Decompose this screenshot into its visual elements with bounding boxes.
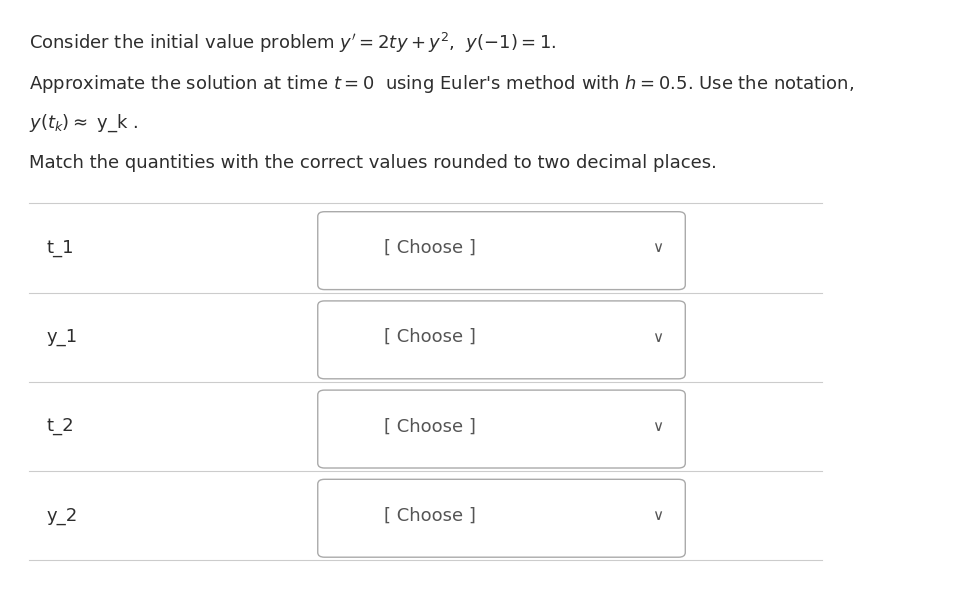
Text: Match the quantities with the correct values rounded to two decimal places.: Match the quantities with the correct va… (30, 154, 718, 172)
Text: ∨: ∨ (652, 508, 663, 523)
Text: ∨: ∨ (652, 330, 663, 345)
Text: [ Choose ]: [ Choose ] (384, 417, 476, 435)
FancyBboxPatch shape (318, 390, 685, 468)
Text: ∨: ∨ (652, 241, 663, 256)
Text: Approximate the solution at time $t = 0$  using Euler's method with $h = 0.5$. U: Approximate the solution at time $t = 0$… (30, 72, 855, 95)
Text: t_1: t_1 (46, 239, 74, 257)
Text: y_2: y_2 (46, 507, 78, 525)
Text: $y(t_k) \approx$ y_k .: $y(t_k) \approx$ y_k . (30, 112, 139, 134)
Text: t_2: t_2 (46, 417, 74, 435)
FancyBboxPatch shape (318, 212, 685, 289)
Text: [ Choose ]: [ Choose ] (384, 328, 476, 346)
Text: Consider the initial value problem $y' = 2ty + y^2$,  $y(-1) = 1$.: Consider the initial value problem $y' =… (30, 31, 557, 55)
Text: [ Choose ]: [ Choose ] (384, 239, 476, 257)
Text: y_1: y_1 (46, 328, 78, 346)
FancyBboxPatch shape (318, 479, 685, 557)
Text: [ Choose ]: [ Choose ] (384, 507, 476, 525)
Text: ∨: ∨ (652, 419, 663, 434)
FancyBboxPatch shape (318, 301, 685, 379)
